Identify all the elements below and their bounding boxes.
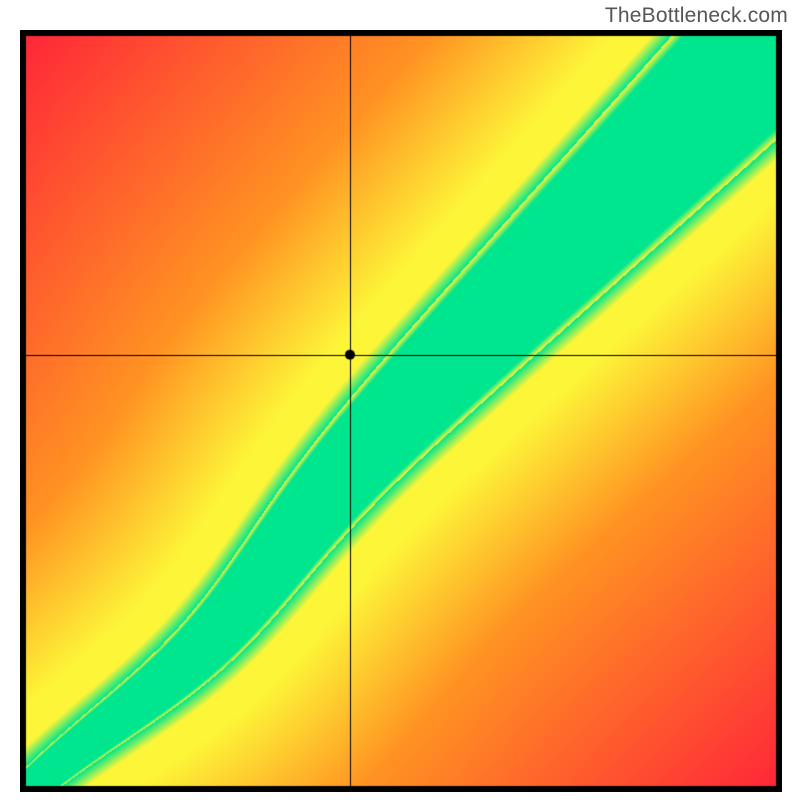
heatmap-canvas xyxy=(20,30,782,792)
chart-container: TheBottleneck.com xyxy=(0,0,800,800)
plot-area xyxy=(20,30,782,792)
watermark-text: TheBottleneck.com xyxy=(605,4,788,28)
